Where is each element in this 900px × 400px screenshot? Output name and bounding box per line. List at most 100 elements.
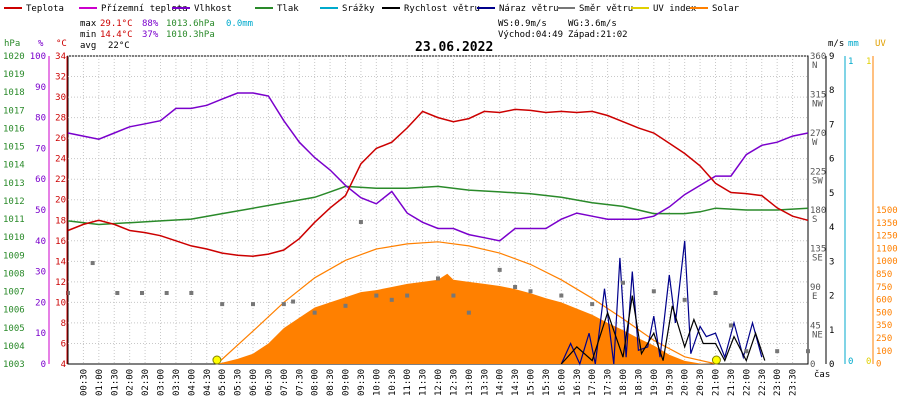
tick-temperature: 24 xyxy=(55,155,66,165)
tick-pressure: 1007 xyxy=(3,288,25,298)
tick-temperature: 20 xyxy=(55,196,66,206)
tick-pressure: 1017 xyxy=(3,106,25,116)
tick-time: 04:00 xyxy=(187,369,197,396)
tick-pressure: 1008 xyxy=(3,269,25,279)
legend-label: Srážky xyxy=(342,4,375,14)
tick-solar: 1000 xyxy=(876,257,898,267)
tick-wind: 9 xyxy=(829,52,834,62)
tick-time: 12:00 xyxy=(434,369,444,396)
uv-marker xyxy=(711,355,721,365)
tick-humidity: 80 xyxy=(35,114,46,124)
tick-time: 01:30 xyxy=(110,369,120,396)
wind-direction-point xyxy=(220,302,225,307)
tick-pressure: 1020 xyxy=(3,52,25,62)
tick-temperature: 30 xyxy=(55,93,66,103)
tick-solar: 250 xyxy=(876,334,892,344)
tick-pressure: 1013 xyxy=(3,179,25,189)
stat-min-label: min xyxy=(80,30,96,40)
tick-time: 21:00 xyxy=(712,369,722,396)
stat-min-press: 1010.3hPa xyxy=(166,30,215,40)
chart-title: 23.06.2022 xyxy=(415,40,493,55)
tick-temperature: 22 xyxy=(55,175,66,185)
axis-uv-unit: UV xyxy=(875,39,886,49)
tick-direction-deg: 135 xyxy=(810,245,826,255)
tick-time: 09:30 xyxy=(357,369,367,396)
wind-direction-point xyxy=(312,310,317,315)
axis-press-unit: hPa xyxy=(4,39,20,49)
series-temperature xyxy=(67,108,809,257)
tick-solar: 100 xyxy=(876,347,892,357)
tick-time: 10:00 xyxy=(372,369,382,396)
tick-time: 11:00 xyxy=(403,369,413,396)
tick-time: 16:00 xyxy=(557,369,567,396)
wind-sun-info: WS:0.9m/s WG:3.6m/s Východ:04:49 Západ:2… xyxy=(498,19,628,40)
tick-solar: 1350 xyxy=(876,219,898,229)
wind-direction-point xyxy=(806,349,810,354)
tick-direction-deg: 315 xyxy=(810,91,826,101)
stat-max-press: 1013.6hPa xyxy=(166,19,215,29)
tick-time: 20:30 xyxy=(696,369,706,396)
tick-time: 19:30 xyxy=(665,369,675,396)
wind-direction-point xyxy=(115,290,120,295)
tick-time: 13:30 xyxy=(480,369,490,396)
tick-uv: 0 xyxy=(866,357,871,367)
wind-direction-point xyxy=(140,290,144,295)
tick-wind: 6 xyxy=(829,155,834,165)
tick-time: 16:30 xyxy=(573,369,583,396)
legend-label: Rychlost větru xyxy=(404,4,480,14)
tick-time: 21:30 xyxy=(727,369,737,396)
tick-humidity: 70 xyxy=(35,144,46,154)
wind-direction-point xyxy=(90,261,95,266)
series-layer xyxy=(66,92,810,366)
wind-direction-point xyxy=(291,299,296,304)
series-wind-gust xyxy=(560,240,763,366)
tick-time: 06:30 xyxy=(264,369,274,396)
tick-time: 18:00 xyxy=(619,369,629,396)
tick-wind: 5 xyxy=(829,189,834,199)
tick-solar: 350 xyxy=(876,321,892,331)
tick-temperature: 6 xyxy=(61,339,66,349)
tick-pressure: 1006 xyxy=(3,306,25,316)
tick-direction-deg: 180 xyxy=(810,206,826,216)
tick-temperature: 34 xyxy=(55,52,66,62)
wind-direction-point xyxy=(621,280,625,285)
wind-direction-point xyxy=(682,297,687,302)
tick-direction-label: W xyxy=(812,138,818,148)
wind-direction-point xyxy=(164,290,169,295)
tick-time: 14:30 xyxy=(511,369,521,396)
wind-direction-point xyxy=(358,219,363,224)
tick-time: 23:00 xyxy=(773,369,783,396)
info-wg: WG:3.6m/s xyxy=(568,19,617,29)
wind-direction-point xyxy=(728,323,733,328)
axis-wind-unit: m/s xyxy=(828,39,844,49)
wind-direction-point xyxy=(775,349,780,354)
right-axes: m/s mm UV360N315NW270W225SW180S135SE90E45N… xyxy=(810,39,898,370)
tick-pressure: 1003 xyxy=(3,360,25,370)
wind-direction-point xyxy=(513,285,518,289)
tick-temperature: 8 xyxy=(61,319,66,329)
tick-time: 17:00 xyxy=(588,369,598,396)
wind-direction-point xyxy=(405,293,410,298)
tick-humidity: 90 xyxy=(35,83,46,93)
wind-direction-point xyxy=(744,349,749,354)
wind-direction-point xyxy=(436,276,440,281)
tick-temperature: 16 xyxy=(55,237,66,247)
tick-wind: 7 xyxy=(829,120,834,130)
tick-solar: 750 xyxy=(876,283,892,293)
tick-time: 02:00 xyxy=(126,369,136,396)
tick-direction-label: NW xyxy=(812,100,823,110)
wind-direction-point xyxy=(343,303,348,308)
legend-label: UV index xyxy=(653,4,697,14)
series-humidity xyxy=(67,92,809,242)
tick-humidity: 40 xyxy=(35,237,46,247)
series-wind-speed xyxy=(560,295,766,365)
wind-direction-point xyxy=(651,289,656,294)
tick-wind: 2 xyxy=(829,292,834,302)
tick-time: 05:30 xyxy=(234,369,244,396)
tick-time: 23:30 xyxy=(789,369,799,396)
tick-wind: 4 xyxy=(829,223,834,233)
tick-time: 22:30 xyxy=(758,369,768,396)
tick-time: 22:00 xyxy=(742,369,752,396)
axis-temp-unit: °C xyxy=(56,39,67,49)
tick-direction-deg: 0 xyxy=(810,360,815,370)
